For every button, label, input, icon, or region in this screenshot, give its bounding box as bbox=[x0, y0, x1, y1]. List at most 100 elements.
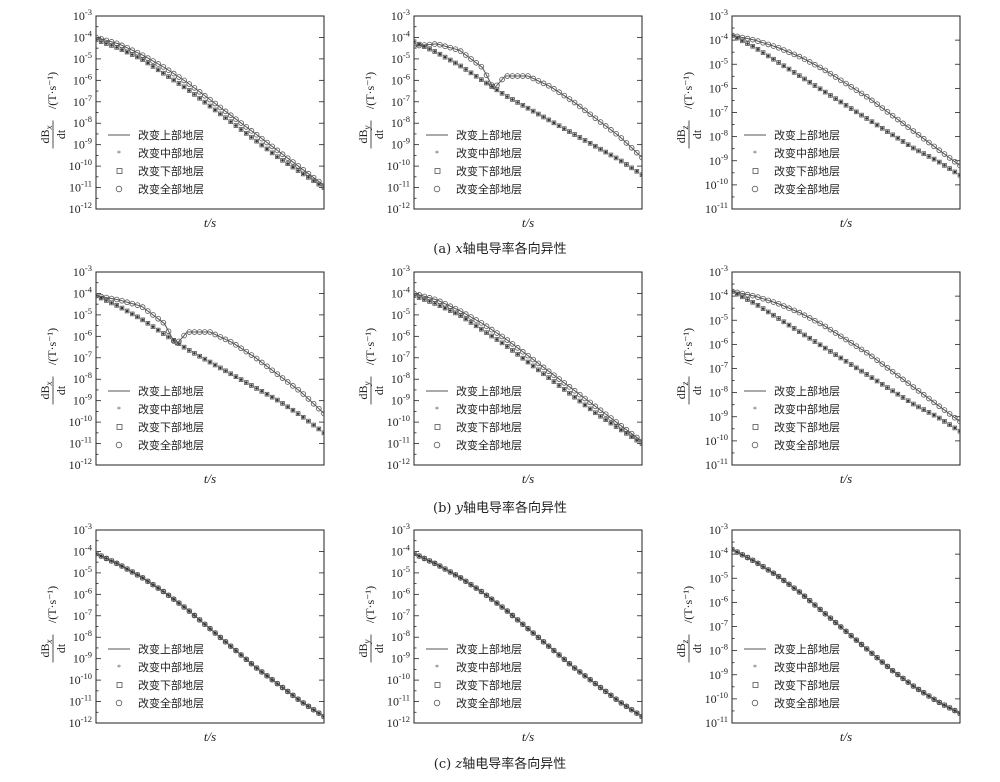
marker-star bbox=[943, 164, 946, 167]
marker-circle bbox=[488, 596, 495, 603]
marker-square bbox=[155, 585, 161, 591]
marker-square bbox=[442, 54, 448, 60]
marker-circle bbox=[926, 693, 932, 699]
marker-circle bbox=[791, 585, 797, 591]
marker-square bbox=[802, 332, 807, 338]
marker-circle bbox=[858, 641, 865, 648]
marker-square bbox=[618, 700, 624, 706]
marker-square bbox=[582, 402, 588, 408]
marker-square bbox=[453, 60, 458, 66]
marker-square bbox=[280, 401, 285, 406]
marker-circle bbox=[243, 656, 250, 663]
marker-square bbox=[947, 705, 952, 711]
marker-circle bbox=[639, 438, 642, 445]
marker-circle bbox=[207, 625, 213, 632]
y-tick-label: 10-4 bbox=[391, 542, 411, 558]
marker-circle bbox=[827, 326, 834, 333]
marker-circle bbox=[217, 634, 224, 641]
y-label-numerator: dBz bbox=[674, 381, 690, 399]
plot-frame bbox=[413, 271, 643, 466]
marker-square bbox=[530, 630, 536, 636]
marker-star bbox=[635, 169, 639, 173]
marker-star bbox=[162, 332, 165, 335]
marker-circle bbox=[744, 554, 751, 561]
marker-star bbox=[625, 705, 628, 708]
marker-square bbox=[890, 132, 895, 138]
marker-star bbox=[224, 116, 227, 120]
marker-circle bbox=[525, 352, 531, 359]
marker-star bbox=[766, 310, 770, 314]
marker-square bbox=[207, 626, 213, 631]
marker-square bbox=[155, 67, 161, 73]
marker-circle bbox=[108, 558, 115, 564]
marker-star bbox=[234, 649, 238, 652]
marker-circle bbox=[760, 39, 766, 46]
y-label-numerator: dBy bbox=[356, 125, 372, 143]
marker-star bbox=[746, 42, 749, 45]
marker-star bbox=[855, 366, 858, 370]
marker-circle bbox=[535, 360, 542, 367]
marker-square bbox=[463, 316, 469, 322]
marker-square bbox=[484, 330, 489, 335]
marker-star bbox=[594, 682, 597, 685]
marker-circle bbox=[734, 289, 740, 296]
series-layer bbox=[96, 550, 324, 720]
marker-star bbox=[301, 415, 305, 419]
marker-circle bbox=[853, 637, 860, 643]
marker-star bbox=[865, 117, 869, 120]
y-tick-label: 10-12 bbox=[387, 200, 410, 216]
marker-circle bbox=[910, 683, 917, 689]
marker-circle bbox=[499, 76, 505, 83]
y-tick-label: 10-8 bbox=[709, 384, 728, 400]
subplot-a-x: 10-3 10-4 10-5 10-6 10-7 10-8 10-9 10-10 10-11 10… bbox=[38, 7, 325, 230]
marker-square bbox=[848, 633, 854, 639]
marker-square bbox=[797, 73, 802, 78]
y-tick-label: 10-5 bbox=[709, 311, 728, 327]
marker-square bbox=[791, 585, 797, 591]
y-label-unit: /(T·s⁻¹) bbox=[45, 72, 59, 109]
marker-square bbox=[98, 553, 104, 559]
marker-circle bbox=[561, 92, 568, 99]
marker-star bbox=[296, 412, 300, 415]
marker-circle bbox=[770, 299, 777, 305]
marker-circle bbox=[233, 116, 239, 122]
marker-square bbox=[916, 148, 921, 154]
marker-circle bbox=[566, 660, 573, 667]
marker-circle bbox=[628, 144, 635, 151]
marker-square bbox=[124, 308, 130, 314]
plot-frame bbox=[95, 271, 325, 466]
legend-square-icon bbox=[752, 682, 759, 688]
y-label-denominator: dt bbox=[54, 385, 68, 395]
marker-circle bbox=[770, 570, 777, 577]
y-label-denominator: dt bbox=[54, 643, 68, 653]
marker-circle bbox=[473, 585, 479, 591]
marker-circle bbox=[602, 123, 609, 129]
marker-star bbox=[193, 93, 196, 96]
legend-label: 改变全部地层 bbox=[456, 696, 522, 710]
marker-circle bbox=[264, 139, 270, 146]
marker-square bbox=[109, 43, 114, 48]
marker-circle bbox=[463, 311, 469, 317]
marker-circle bbox=[900, 376, 906, 383]
marker-circle bbox=[316, 405, 322, 412]
marker-circle bbox=[920, 689, 927, 696]
y-label-numerator: dBx bbox=[38, 381, 54, 399]
marker-circle bbox=[791, 51, 797, 58]
marker-square bbox=[541, 371, 546, 377]
marker-circle bbox=[145, 308, 151, 314]
marker-star bbox=[239, 378, 243, 381]
series-layer bbox=[414, 39, 642, 177]
marker-square bbox=[243, 657, 249, 662]
marker-square bbox=[536, 111, 541, 117]
marker-star bbox=[813, 84, 817, 87]
legend-label: 改变下部地层 bbox=[138, 678, 204, 692]
marker-star bbox=[844, 630, 848, 633]
marker-circle bbox=[305, 703, 312, 710]
marker-star bbox=[798, 74, 801, 77]
marker-circle bbox=[920, 391, 927, 398]
marker-square bbox=[166, 593, 171, 598]
marker-circle bbox=[545, 368, 552, 375]
marker-star bbox=[901, 677, 905, 680]
marker-star bbox=[208, 627, 212, 630]
